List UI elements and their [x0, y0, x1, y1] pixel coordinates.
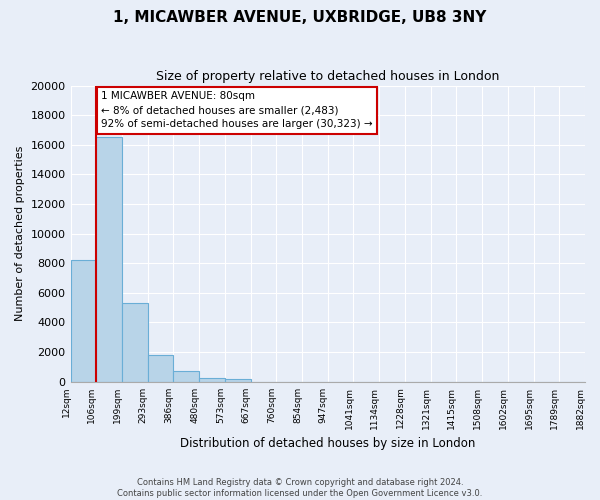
Text: 1, MICAWBER AVENUE, UXBRIDGE, UB8 3NY: 1, MICAWBER AVENUE, UXBRIDGE, UB8 3NY — [113, 10, 487, 25]
X-axis label: Distribution of detached houses by size in London: Distribution of detached houses by size … — [180, 437, 475, 450]
Text: Contains HM Land Registry data © Crown copyright and database right 2024.
Contai: Contains HM Land Registry data © Crown c… — [118, 478, 482, 498]
Y-axis label: Number of detached properties: Number of detached properties — [15, 146, 25, 322]
Bar — [122, 303, 148, 382]
Text: 1 MICAWBER AVENUE: 80sqm
← 8% of detached houses are smaller (2,483)
92% of semi: 1 MICAWBER AVENUE: 80sqm ← 8% of detache… — [101, 92, 373, 130]
Bar — [71, 260, 96, 382]
Bar — [199, 378, 225, 382]
Bar — [225, 378, 251, 382]
Bar — [173, 370, 199, 382]
Title: Size of property relative to detached houses in London: Size of property relative to detached ho… — [156, 70, 499, 83]
Bar — [96, 138, 122, 382]
Bar — [148, 355, 173, 382]
